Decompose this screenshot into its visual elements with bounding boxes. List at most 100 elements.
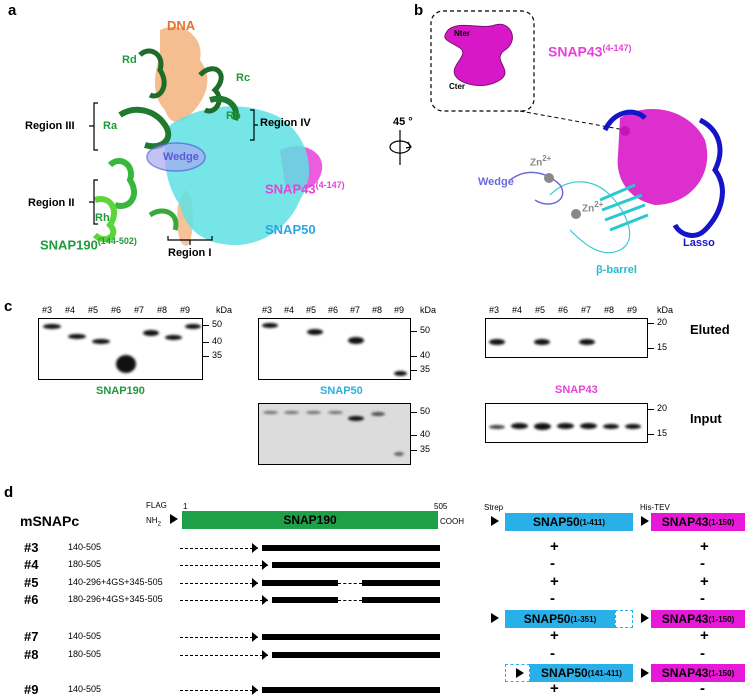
flag-arrow-icon bbox=[262, 595, 268, 605]
snap43-tick-label: 15 bbox=[657, 342, 668, 352]
band bbox=[394, 371, 407, 376]
barrel-label: β-barrel bbox=[596, 264, 637, 276]
flag-arrow-icon bbox=[262, 650, 268, 660]
strep-arrow-icon-3 bbox=[516, 668, 524, 678]
band bbox=[625, 424, 641, 429]
wedge-ellipse bbox=[146, 142, 206, 172]
row-id: #9 bbox=[24, 682, 39, 697]
rotation-icon-svg bbox=[389, 130, 412, 165]
snap50-tick bbox=[411, 331, 417, 332]
band bbox=[307, 329, 323, 335]
his-arrow-icon bbox=[641, 516, 649, 526]
rc-label: Rc bbox=[236, 72, 251, 84]
snap50-c-deleted bbox=[615, 610, 633, 628]
row-construct: 140-505 bbox=[68, 631, 102, 641]
band bbox=[603, 424, 619, 429]
bracket-region4 bbox=[250, 109, 258, 141]
snap190-segment bbox=[272, 597, 338, 603]
band bbox=[92, 339, 110, 344]
lane-label: #4 bbox=[284, 305, 295, 315]
flag-dashed-linker bbox=[180, 565, 268, 566]
cooh-label: COOH bbox=[440, 517, 464, 526]
band bbox=[394, 452, 404, 456]
snap50-input-tick-label: 40 bbox=[420, 429, 431, 439]
gs-linker-dashed bbox=[338, 600, 362, 601]
snap43-label-a-sup: (4-147) bbox=[315, 180, 345, 190]
lane-label: #8 bbox=[157, 305, 168, 315]
inset-helices bbox=[444, 23, 513, 86]
snap43-binding-result: - bbox=[700, 680, 705, 697]
row-construct: 180-505 bbox=[68, 649, 102, 659]
snap190-helix-rc bbox=[198, 66, 224, 114]
nh2-sub: 2 bbox=[157, 521, 161, 528]
band bbox=[534, 423, 551, 430]
lasso-helix bbox=[602, 109, 725, 238]
snap190-full-bar: SNAP190 bbox=[182, 511, 438, 529]
row-id: #5 bbox=[24, 575, 39, 590]
lane-label: #6 bbox=[558, 305, 569, 315]
flag-arrow-icon bbox=[262, 560, 268, 570]
blot-snap43-input bbox=[485, 403, 648, 443]
panel-b-structure bbox=[430, 10, 725, 254]
lane-label: #4 bbox=[512, 305, 523, 315]
row-construct: 140-296+4GS+345-505 bbox=[68, 577, 163, 587]
kda-label-50: kDa bbox=[420, 305, 437, 315]
row-construct: 140-505 bbox=[68, 542, 102, 552]
start-label: 1 bbox=[183, 502, 188, 511]
lasso-label: Lasso bbox=[683, 237, 715, 249]
snap43-input-tick-label: 20 bbox=[657, 403, 668, 413]
region4-label: Region IV bbox=[260, 117, 311, 129]
lane-label: #8 bbox=[372, 305, 383, 315]
snap50-n-deleted bbox=[505, 664, 530, 682]
snap190-helix-region1 bbox=[148, 208, 179, 231]
snap50-tick bbox=[411, 356, 417, 357]
snap190-segment bbox=[272, 562, 440, 568]
bracket-region1 bbox=[167, 236, 213, 245]
blot-label-snap43: SNAP43 bbox=[555, 384, 598, 396]
blot-snap43-eluted bbox=[485, 318, 648, 358]
flag-arrow-icon bbox=[170, 514, 178, 524]
snap190-tick bbox=[203, 356, 209, 357]
snap190-segment bbox=[262, 634, 440, 640]
snap43-tick bbox=[648, 323, 654, 324]
band bbox=[263, 411, 278, 414]
flag-dashed-linker bbox=[180, 600, 268, 601]
lane-label: #6 bbox=[111, 305, 122, 315]
snap50-input-tick bbox=[411, 435, 417, 436]
dna-label: DNA bbox=[167, 18, 196, 33]
blot-label-snap190: SNAP190 bbox=[96, 385, 145, 397]
lane-label: #9 bbox=[627, 305, 638, 315]
blot-snap50-input bbox=[258, 403, 411, 465]
snap190-helix-ra bbox=[118, 106, 172, 150]
zn-label-2-sup: 2+ bbox=[594, 200, 604, 209]
snap43-box-2: SNAP43 (1-150) bbox=[651, 610, 745, 628]
lane-label: #3 bbox=[42, 305, 53, 315]
snap190-tick-label: 40 bbox=[212, 336, 223, 346]
rd-label: Rd bbox=[122, 54, 137, 66]
band bbox=[348, 337, 364, 344]
snap50-n-sup: (141-411) bbox=[587, 668, 622, 678]
snap43-binding-result: - bbox=[700, 555, 705, 572]
panel-a-letter: a bbox=[8, 2, 17, 19]
band bbox=[534, 339, 550, 345]
snap43-label-a: SNAP43(4-147) bbox=[265, 180, 345, 196]
snap190-tick-label: 35 bbox=[212, 350, 223, 360]
rotation-label: 45 ° bbox=[393, 116, 413, 128]
wedge-label-b: Wedge bbox=[478, 176, 514, 188]
snap50-input-tick bbox=[411, 412, 417, 413]
lane-label: #9 bbox=[180, 305, 191, 315]
region3-label: Region III bbox=[25, 120, 75, 132]
snap43-box-1-text: SNAP43 bbox=[661, 515, 709, 529]
flag-dashed-linker bbox=[180, 690, 258, 691]
snap50-input-tick-label: 50 bbox=[420, 406, 431, 416]
row-id: #6 bbox=[24, 592, 39, 607]
zn-label-1-sup: 2+ bbox=[542, 154, 552, 163]
his-arrow-icon-3 bbox=[641, 668, 649, 678]
snap190-segment bbox=[262, 687, 440, 693]
lane-label: #7 bbox=[134, 305, 145, 315]
lane-label: #5 bbox=[88, 305, 99, 315]
snap43-tick bbox=[648, 348, 654, 349]
barrel-loops bbox=[549, 181, 631, 254]
blot-label-snap50: SNAP50 bbox=[320, 385, 363, 397]
snap190-segment bbox=[262, 545, 440, 551]
